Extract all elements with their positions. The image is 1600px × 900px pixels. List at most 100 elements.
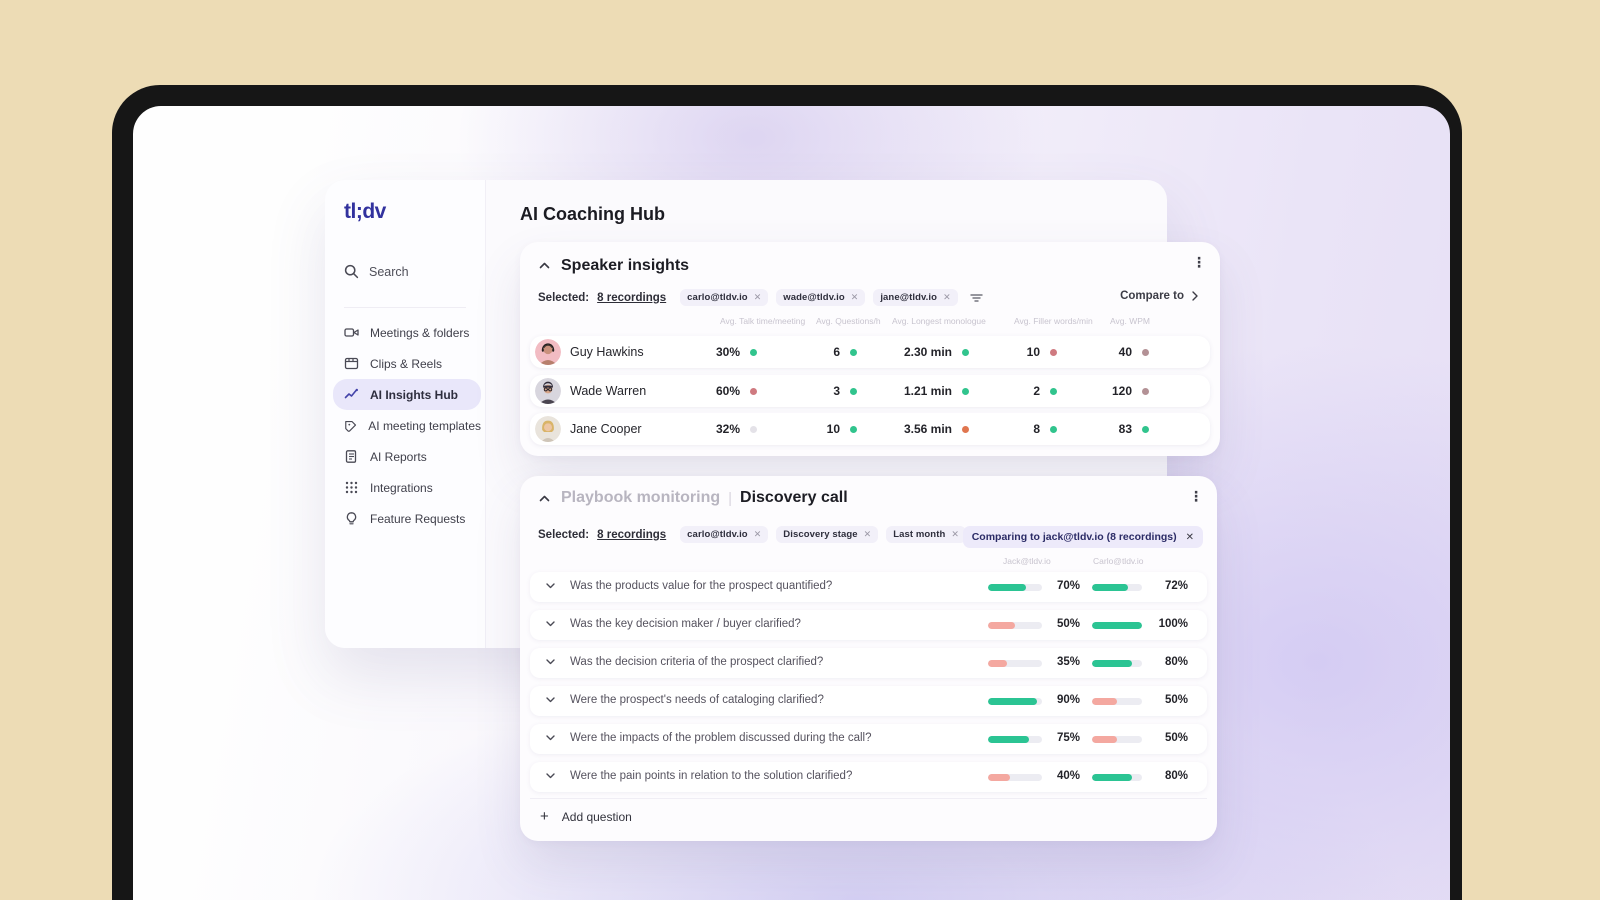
collapse-playbook-button[interactable] — [539, 495, 550, 502]
grid-dots-icon — [345, 481, 358, 494]
question-row[interactable]: Was the decision criteria of the prospec… — [530, 648, 1207, 678]
clapperboard-icon — [344, 357, 359, 370]
selected-count-link[interactable]: 8 recordings — [597, 291, 667, 304]
plus-icon: + — [540, 808, 549, 825]
search-input[interactable]: Search — [344, 264, 409, 279]
compare-to-button[interactable]: Compare to — [1120, 290, 1198, 302]
chevron-down-icon[interactable] — [546, 735, 555, 741]
column-header: Avg. Longest monologue — [892, 316, 986, 326]
metric-value: 3.56 min — [903, 422, 952, 436]
sidebar-item-label: AI Insights Hub — [370, 387, 458, 402]
status-dot — [750, 348, 757, 356]
avatar — [535, 416, 561, 442]
carlo-percent: 80% — [1164, 656, 1188, 668]
carlo-progress-bar — [1092, 659, 1142, 667]
comparing-label: Comparing to jack@tldv.io (8 recordings) — [971, 531, 1177, 543]
chip-close-icon[interactable]: ✕ — [951, 529, 959, 539]
carlo-progress-bar — [1092, 583, 1142, 591]
comparing-close-icon[interactable]: ✕ — [1185, 531, 1194, 543]
chevron-up-icon — [539, 495, 550, 502]
sidebar-item-clips[interactable]: Clips & Reels — [333, 348, 481, 379]
status-dot — [850, 348, 857, 356]
status-dot — [1050, 348, 1057, 356]
column-header: Avg. WPM — [1110, 316, 1150, 326]
question-row[interactable]: Was the key decision maker / buyer clari… — [530, 610, 1207, 640]
question-row[interactable]: Was the products value for the prospect … — [530, 572, 1207, 602]
speaker-row-guy-hawkins[interactable]: Guy Hawkins 30% 6 2.30 min 10 40 — [530, 336, 1210, 368]
chevron-right-icon — [1192, 291, 1198, 301]
speaker-row-wade-warren[interactable]: Wade Warren 60% 3 1.21 min 2 120 — [530, 375, 1210, 407]
question-row[interactable]: Were the impacts of the problem discusse… — [530, 724, 1207, 754]
filter-chip-jane[interactable]: jane@tldv.io ✕ — [873, 289, 958, 306]
jack-percent: 40% — [1056, 770, 1080, 782]
filter-chip-wade[interactable]: wade@tldv.io ✕ — [776, 289, 866, 306]
jack-progress-bar — [988, 697, 1042, 705]
add-question-button[interactable]: + Add question — [530, 798, 1207, 834]
filter-chip-discovery-stage[interactable]: Discovery stage ✕ — [776, 526, 879, 543]
chevron-down-icon[interactable] — [546, 697, 555, 703]
status-dot — [850, 387, 857, 395]
metric-value: 6 — [833, 345, 840, 359]
sidebar-item-meetings[interactable]: Meetings & folders — [333, 317, 481, 348]
metric-value: 60% — [715, 384, 740, 398]
sidebar: tl;dv Search Meetings & folders Clips & … — [325, 180, 486, 648]
playbook-filter-row: Selected: 8 recordings carlo@tldv.io ✕ Di… — [538, 526, 991, 543]
carlo-progress-bar — [1092, 735, 1142, 743]
sidebar-item-label: Feature Requests — [370, 511, 466, 526]
playbook-title-row: Playbook monitoring | Discovery call — [561, 489, 848, 507]
chip-close-icon[interactable]: ✕ — [943, 292, 951, 302]
chip-close-icon[interactable]: ✕ — [753, 292, 762, 302]
playbook-title: Playbook monitoring — [561, 489, 721, 506]
chevron-down-icon[interactable] — [546, 659, 555, 665]
collapse-speaker-button[interactable] — [539, 262, 550, 269]
playbook-subtitle: Discovery call — [740, 489, 848, 506]
question-text: Were the impacts of the problem discusse… — [570, 732, 872, 744]
jack-percent: 50% — [1056, 618, 1080, 630]
playbook-monitoring-panel: Playbook monitoring | Discovery call ⋮ S… — [520, 476, 1217, 841]
avatar — [535, 378, 561, 404]
status-dot — [962, 348, 969, 356]
compare-column-jack: Jack@tldv.io — [1003, 556, 1051, 566]
speaker-insights-panel: Speaker insights ⋮ Selected: 8 recording… — [520, 242, 1220, 456]
filter-chip-carlo[interactable]: carlo@tldv.io ✕ — [680, 289, 769, 306]
chevron-down-icon[interactable] — [546, 621, 555, 627]
chevron-down-icon[interactable] — [546, 773, 555, 779]
column-header: Avg. Questions/h — [816, 316, 881, 326]
metric-value: 120 — [1111, 384, 1132, 398]
metric-value: 83 — [1118, 422, 1132, 436]
chip-close-icon[interactable]: ✕ — [753, 529, 762, 539]
sidebar-item-label: AI Reports — [370, 449, 427, 464]
status-dot — [1142, 387, 1149, 395]
question-row[interactable]: Were the prospect's needs of cataloging … — [530, 686, 1207, 716]
template-tag-icon — [345, 420, 357, 432]
speaker-row-jane-cooper[interactable]: Jane Cooper 32% 10 3.56 min 8 83 — [530, 413, 1210, 445]
jack-progress-bar — [988, 621, 1042, 629]
selected-count-link[interactable]: 8 recordings — [597, 528, 667, 541]
sidebar-item-ai-meeting-templates[interactable]: AI meeting templates — [333, 410, 481, 441]
chip-close-icon[interactable]: ✕ — [863, 529, 872, 539]
chevron-down-icon[interactable] — [546, 583, 555, 589]
selected-label: Selected: — [538, 291, 590, 304]
sidebar-item-ai-insights-hub[interactable]: AI Insights Hub — [333, 379, 481, 410]
question-row[interactable]: Were the pain points in relation to the … — [530, 762, 1207, 792]
kebab-menu-icon[interactable]: ⋮ — [1189, 488, 1203, 504]
carlo-percent: 80% — [1164, 770, 1188, 782]
sidebar-item-label: Integrations — [370, 480, 433, 495]
filter-chip-last-month[interactable]: Last month ✕ — [886, 526, 966, 543]
kebab-menu-icon[interactable]: ⋮ — [1192, 254, 1206, 270]
tldv-logo: tl;dv — [344, 200, 386, 223]
carlo-percent: 50% — [1164, 694, 1188, 706]
chip-close-icon[interactable]: ✕ — [850, 292, 859, 302]
sidebar-item-feature-requests[interactable]: Feature Requests — [333, 503, 481, 534]
status-dot — [750, 387, 757, 395]
sidebar-item-integrations[interactable]: Integrations — [333, 472, 481, 503]
sidebar-item-label: AI meeting templates — [368, 418, 481, 433]
filter-icon[interactable] — [969, 293, 983, 303]
sidebar-item-ai-reports[interactable]: AI Reports — [333, 441, 481, 472]
carlo-progress-bar — [1092, 621, 1142, 629]
filter-chip-carlo[interactable]: carlo@tldv.io ✕ — [680, 526, 769, 543]
avatar — [535, 339, 561, 365]
speaker-filter-row: Selected: 8 recordings carlo@tldv.io ✕ wa… — [538, 289, 983, 306]
lightbulb-icon — [346, 512, 357, 525]
sidebar-item-label: Clips & Reels — [370, 356, 443, 371]
